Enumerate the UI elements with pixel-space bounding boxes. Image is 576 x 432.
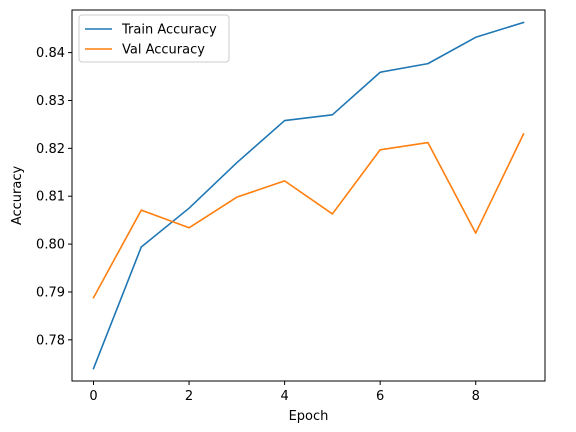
legend: Train Accuracy Val Accuracy (78, 14, 230, 63)
y-tick-label: 0.84 (36, 46, 65, 61)
series-line-0 (92, 21, 525, 370)
x-tick-label: 4 (280, 389, 288, 404)
y-tick-label: 0.81 (36, 190, 65, 205)
x-tick-label: 2 (185, 389, 193, 404)
y-tick-label: 0.83 (36, 94, 65, 109)
y-tick-label: 0.82 (36, 142, 65, 157)
x-tick-label: 6 (376, 389, 384, 404)
plot-frame (71, 9, 546, 382)
x-tick-label: 8 (472, 389, 480, 404)
y-axis-label: Accuracy (10, 166, 25, 226)
legend-label-0: Train Accuracy (121, 23, 217, 38)
y-tick-label: 0.80 (36, 238, 65, 253)
y-tick-label: 0.79 (36, 285, 65, 300)
series-line-1 (92, 132, 525, 299)
x-axis-label: Epoch (289, 409, 329, 424)
x-tick-label: 0 (89, 389, 97, 404)
legend-box (78, 14, 230, 63)
y-tick-label: 0.78 (36, 333, 65, 348)
series-layer (92, 21, 525, 370)
y-axis: 0.78 0.79 0.80 0.81 0.82 0.83 0.84 (36, 46, 72, 348)
legend-label-1: Val Accuracy (122, 43, 205, 58)
x-axis: 0 2 4 6 8 (89, 381, 480, 404)
